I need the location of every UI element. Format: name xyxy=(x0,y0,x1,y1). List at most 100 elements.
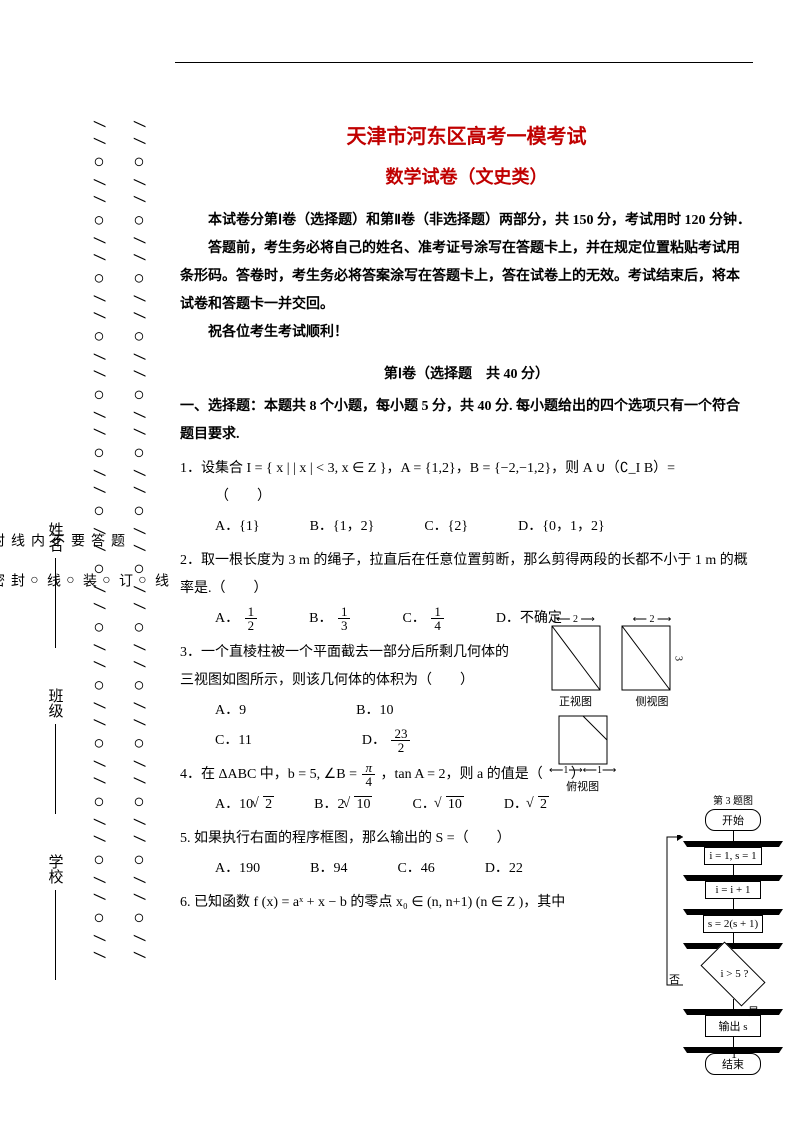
q5-stem: 5. 如果执行右面的程序框图，那么输出的 S =（ ） xyxy=(180,825,650,853)
q1-options: A．{1} B．{1，2} C．{2} D．{0，1，2} xyxy=(215,513,753,541)
class-underline xyxy=(55,724,56,814)
school-field[interactable]: 学校 xyxy=(45,854,66,980)
front-view-svg xyxy=(551,625,601,691)
q4-frac-den: 4 xyxy=(362,775,375,788)
school-underline xyxy=(55,890,56,980)
arrow-down-icon xyxy=(683,943,783,949)
seal-char: 题 xyxy=(106,533,126,547)
q1-opt-c: C．{2} xyxy=(424,513,468,541)
seal-line-text: 题 答 要 不 内 线 封 密 xyxy=(104,60,126,1020)
q4-d-pre: D． xyxy=(504,797,528,812)
inner-seal-char: ○ xyxy=(134,573,150,588)
flow-start: 开始 xyxy=(705,809,761,831)
q2-c-den: 4 xyxy=(431,619,444,632)
page-number: 1 xyxy=(731,1047,737,1062)
flow-line xyxy=(733,831,734,841)
question-5: 5. 如果执行右面的程序框图，那么输出的 S =（ ） A．190 B．94 C… xyxy=(180,825,650,883)
side-h: 3 xyxy=(673,656,684,661)
inner-seal-char: 订 xyxy=(114,573,134,587)
q2-opt-b: B． 1 3 xyxy=(309,605,352,633)
q2-opt-c: C． 1 4 xyxy=(402,605,445,633)
q1-stem: 1．设集合 I = { x | | x | < 3, x ∈ Z }，A = {… xyxy=(180,455,753,483)
flow-yes-label: 是 xyxy=(748,1003,759,1019)
instruction-2: 答题前，考生务必将自己的姓名、准考证号涂写在答题卡上，并在规定位置粘贴考试用条形… xyxy=(180,235,753,319)
inner-seal-char: 封 xyxy=(6,573,26,587)
fraction-icon: π 4 xyxy=(362,761,375,788)
section1-direction: 一、选择题：本题共 8 个小题，每小题 5 分，共 40 分. 每小题给出的四个… xyxy=(180,393,753,449)
q3-opt-b: B．10 xyxy=(356,697,393,725)
class-field[interactable]: 班级 xyxy=(45,688,66,814)
three-views-figure: ⟵ 2 ⟶ 正视图 ⟵ 2 ⟶ 3 侧视图 xyxy=(537,614,697,794)
name-field[interactable]: 姓名 xyxy=(45,522,66,648)
seal-char: 线 xyxy=(6,533,26,547)
exam-title-line1: 天津市河东区高考一模考试 xyxy=(180,120,753,149)
top-notch: 1 xyxy=(563,765,568,776)
sqrt-icon: 10 xyxy=(344,791,372,819)
class-label: 班级 xyxy=(45,688,66,718)
front-label: 正视图 xyxy=(559,693,592,709)
q4-pre: 4．在 ΔABC 中，b = 5, ∠B = xyxy=(180,767,360,782)
front-view: ⟵ 2 ⟶ 正视图 xyxy=(551,614,601,709)
inner-seal-char: 密 xyxy=(0,573,6,587)
question-1: 1．设集合 I = { x | | x | < 3, x ∈ Z }，A = {… xyxy=(180,455,753,541)
sqrt-icon: 10 xyxy=(436,791,464,819)
q4-opt-b: B．2 10 xyxy=(314,791,372,819)
q4-opt-c: C． 10 xyxy=(412,791,463,819)
side-width-dim: ⟵ 2 ⟶ xyxy=(633,614,672,625)
fraction-icon: 1 4 xyxy=(431,605,444,632)
q2-c-num: 1 xyxy=(431,605,444,619)
question-6: 6. 已知函数 f (x) = aˣ + x − b 的零点 x₀ ∈ (n, … xyxy=(180,889,650,917)
views-top-row: ⟵ 2 ⟶ 正视图 ⟵ 2 ⟶ 3 侧视图 xyxy=(537,614,697,709)
content-area: 天津市河东区高考一模考试 数学试卷（文史类） 本试卷分第Ⅰ卷（选择题）和第Ⅱ卷（… xyxy=(180,100,753,917)
q1-opt-d: D．{0，1，2} xyxy=(518,513,605,541)
inner-seal-char: 线 xyxy=(150,573,170,587)
q4-a-rad: 2 xyxy=(263,796,274,812)
q1-paren: （ ） xyxy=(215,489,271,504)
q2-stem: 2．取一根长度为 3 m 的绳子，拉直后在任意位置剪断，那么剪得两段的长都不小于… xyxy=(180,547,753,603)
q2-a-pre: A． xyxy=(215,611,239,626)
q6-stem: 6. 已知函数 f (x) = aˣ + x − b 的零点 x₀ ∈ (n, … xyxy=(180,889,650,917)
side-height-dim: 3 xyxy=(673,656,684,661)
q3-opt-a: A．9 xyxy=(215,697,246,725)
q2-c-pre: C． xyxy=(402,611,425,626)
top-label: 俯视图 xyxy=(566,778,599,794)
q1-opt-a: A．{1} xyxy=(215,513,260,541)
fraction-icon: 23 2 xyxy=(391,727,410,754)
flow-line xyxy=(733,999,734,1009)
q1-opt-b: B．{1，2} xyxy=(310,513,375,541)
binding-hatch-inner: / / ○ / / ○ / / ○ / / ○ / / ○ / / ○ / / … xyxy=(128,60,146,1020)
inner-seal-char: 装 xyxy=(78,573,98,587)
q4-options: A．10 2 B．2 10 C． 10 D． 2 xyxy=(215,791,650,819)
q2-b-num: 1 xyxy=(338,605,351,619)
flow-step1: i = i + 1 xyxy=(705,881,761,899)
q3-opt-c: C．11 xyxy=(215,727,252,755)
seal-char: 封 xyxy=(0,533,6,547)
views-bottom-row: ⟵1⟶⟵1⟶ 俯视图 xyxy=(549,715,697,794)
q4-b-rad: 10 xyxy=(354,796,372,812)
fraction-icon: 1 2 xyxy=(245,605,258,632)
q4-b-pre: B．2 xyxy=(314,797,344,812)
flow-step2: s = 2(s + 1) xyxy=(703,915,763,933)
q5-opt-c: C．46 xyxy=(397,855,434,883)
q2-opt-a: A． 1 2 xyxy=(215,605,259,633)
flow-caption: 第 3 题图 xyxy=(683,792,783,807)
q1-stem-text: 1．设集合 I = { x | | x | < 3, x ∈ Z }，A = {… xyxy=(180,461,675,476)
q4-c-pre: C． xyxy=(412,797,435,812)
q5-opt-d: D．22 xyxy=(485,855,523,883)
side-view: ⟵ 2 ⟶ 3 侧视图 xyxy=(621,614,684,709)
flowchart: 第 3 题图 开始 i = 1, s = 1 i = i + 1 s = 2(s… xyxy=(683,792,783,1075)
exam-page: / / ○ / / ○ / / ○ / / ○ / / ○ / / ○ / / … xyxy=(0,0,793,1122)
school-label: 学校 xyxy=(45,854,66,884)
q5-opt-b: B．94 xyxy=(310,855,347,883)
name-underline xyxy=(55,558,56,648)
q4-c-rad: 10 xyxy=(446,796,464,812)
q4-d-rad: 2 xyxy=(538,796,549,812)
flow-line xyxy=(733,933,734,943)
seal-char: 答 xyxy=(86,533,106,547)
flow-decision-wrap: i > 5 ? 否 是 xyxy=(683,957,783,991)
q5-options: A．190 B．94 C．46 D．22 xyxy=(215,855,650,883)
flow-line xyxy=(733,1037,734,1047)
q4-a-pre: A．10 xyxy=(215,797,253,812)
q3-d-num: 23 xyxy=(391,727,410,741)
student-info-fields: 学校 班级 姓名 xyxy=(30,80,80,980)
